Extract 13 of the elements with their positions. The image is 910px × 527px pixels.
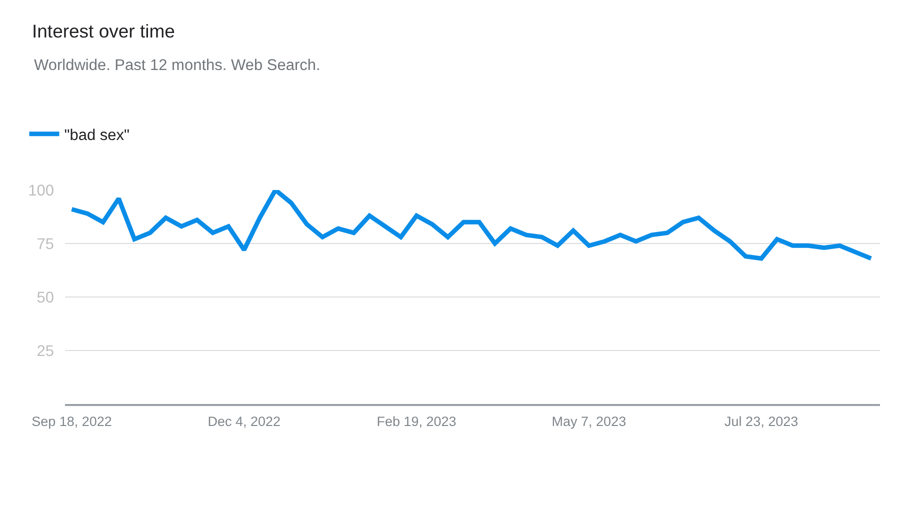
x-tick-label: Sep 18, 2022 — [32, 414, 112, 429]
y-tick-label: 100 — [28, 182, 54, 200]
chart-title: Interest over time — [32, 20, 175, 42]
legend-label: "bad sex" — [64, 126, 130, 144]
y-tick-label: 25 — [36, 342, 54, 360]
y-tick-label: 75 — [36, 236, 54, 253]
line-series — [69, 190, 874, 261]
x-tick-label: May 7, 2023 — [552, 414, 626, 429]
x-tick-label: Jul 23, 2023 — [724, 414, 798, 429]
chart-subtitle: Worldwide. Past 12 months. Web Search. — [34, 57, 320, 74]
x-tick-label: Dec 4, 2022 — [208, 414, 281, 429]
x-tick-label: Feb 19, 2023 — [376, 414, 456, 429]
y-tick-label: 50 — [36, 289, 54, 306]
